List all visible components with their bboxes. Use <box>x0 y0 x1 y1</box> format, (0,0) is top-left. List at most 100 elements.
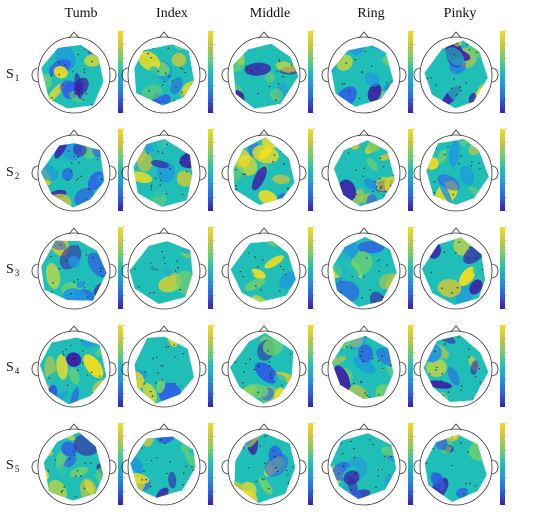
topomap-r4-c5 <box>413 324 507 408</box>
right-ear <box>399 459 407 475</box>
topomap-r1-c5 <box>413 30 507 114</box>
colorbar <box>500 227 505 309</box>
colorbar <box>500 129 505 211</box>
topomap-r3-c1 <box>31 226 125 310</box>
right-ear <box>199 165 207 181</box>
right-ear <box>109 459 117 475</box>
head-outline <box>37 232 111 310</box>
row-label-s3: S3 <box>6 262 20 278</box>
left-ear <box>31 459 39 475</box>
right-ear <box>399 165 407 181</box>
nose <box>258 423 270 431</box>
nose <box>158 31 170 39</box>
row-label-s5: S5 <box>6 458 20 474</box>
colorbar <box>208 423 213 505</box>
colorbar <box>408 227 413 309</box>
head-outline <box>419 330 493 408</box>
right-ear <box>199 361 207 377</box>
left-ear <box>31 361 39 377</box>
colorbar <box>208 325 213 407</box>
right-ear <box>199 67 207 83</box>
right-ear <box>491 263 499 279</box>
nose <box>358 227 370 235</box>
nose <box>258 325 270 333</box>
left-ear <box>31 165 39 181</box>
right-ear <box>299 459 307 475</box>
nose <box>450 129 462 137</box>
head-outline <box>227 232 301 310</box>
colorbar <box>118 129 123 211</box>
right-ear <box>199 263 207 279</box>
colorbar <box>118 227 123 309</box>
topomap-r2-c5 <box>413 128 507 212</box>
right-ear <box>491 361 499 377</box>
topomap-r3-c5 <box>413 226 507 310</box>
colorbar <box>118 423 123 505</box>
nose <box>68 423 80 431</box>
nose <box>68 227 80 235</box>
head-outline <box>419 232 493 310</box>
topomap-r1-c4 <box>321 30 415 114</box>
nose <box>258 129 270 137</box>
nose <box>158 129 170 137</box>
nose <box>258 31 270 39</box>
head-outline <box>227 428 301 506</box>
topomap-r3-c4 <box>321 226 415 310</box>
right-ear <box>299 165 307 181</box>
colorbar <box>308 325 313 407</box>
colorbar <box>408 325 413 407</box>
head-outline <box>419 134 493 212</box>
left-ear <box>121 67 129 83</box>
topomap-r5-c5 <box>413 422 507 506</box>
colorbar <box>408 31 413 113</box>
nose <box>68 31 80 39</box>
colorbar <box>208 129 213 211</box>
nose <box>450 227 462 235</box>
right-ear <box>399 67 407 83</box>
topomap-r2-c4 <box>321 128 415 212</box>
topomap-r5-c2 <box>121 422 215 506</box>
head-outline <box>419 428 493 506</box>
row-label-s4: S4 <box>6 360 20 376</box>
colorbar <box>208 227 213 309</box>
left-ear <box>121 459 129 475</box>
topomap-r1-c2 <box>121 30 215 114</box>
colorbar <box>308 31 313 113</box>
topomap-r4-c2 <box>121 324 215 408</box>
head-outline <box>127 428 201 506</box>
column-header-index: Index <box>156 6 188 21</box>
left-ear <box>221 263 229 279</box>
left-ear <box>413 67 421 83</box>
nose <box>358 325 370 333</box>
left-ear <box>121 361 129 377</box>
colorbar <box>500 423 505 505</box>
head-outline <box>327 36 401 114</box>
left-ear <box>221 67 229 83</box>
topomap-r1-c1 <box>31 30 125 114</box>
colorbar <box>208 31 213 113</box>
left-ear <box>321 361 329 377</box>
nose <box>158 227 170 235</box>
topomap-r5-c3 <box>221 422 315 506</box>
left-ear <box>321 263 329 279</box>
head-outline <box>37 134 111 212</box>
right-ear <box>199 459 207 475</box>
right-ear <box>109 67 117 83</box>
column-header-pinky: Pinky <box>443 6 477 21</box>
right-ear <box>491 165 499 181</box>
topomap-r3-c3 <box>221 226 315 310</box>
right-ear <box>491 459 499 475</box>
head-outline <box>327 134 401 212</box>
right-ear <box>109 263 117 279</box>
head-outline <box>327 232 401 310</box>
nose <box>358 423 370 431</box>
right-ear <box>299 361 307 377</box>
nose <box>450 325 462 333</box>
nose <box>158 325 170 333</box>
colorbar <box>118 31 123 113</box>
nose <box>158 423 170 431</box>
left-ear <box>413 459 421 475</box>
colorbar <box>118 325 123 407</box>
left-ear <box>413 361 421 377</box>
